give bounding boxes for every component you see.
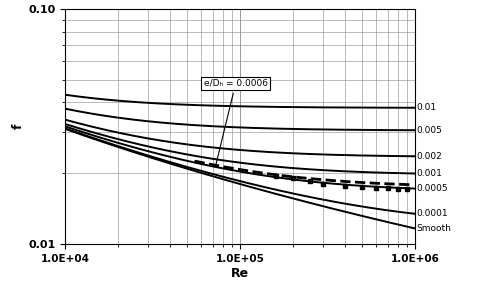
Text: 0.005: 0.005: [416, 126, 442, 135]
Text: e/Dₕ = 0.0006: e/Dₕ = 0.0006: [204, 79, 268, 166]
Y-axis label: f: f: [12, 124, 25, 129]
Text: 0.0001: 0.0001: [416, 209, 448, 218]
Text: 0.01: 0.01: [416, 103, 436, 112]
Text: 0.001: 0.001: [416, 169, 442, 178]
Text: Smooth: Smooth: [416, 224, 451, 233]
Text: 0.0005: 0.0005: [416, 184, 448, 193]
X-axis label: Re: Re: [231, 267, 249, 280]
Text: 0.002: 0.002: [416, 152, 442, 161]
